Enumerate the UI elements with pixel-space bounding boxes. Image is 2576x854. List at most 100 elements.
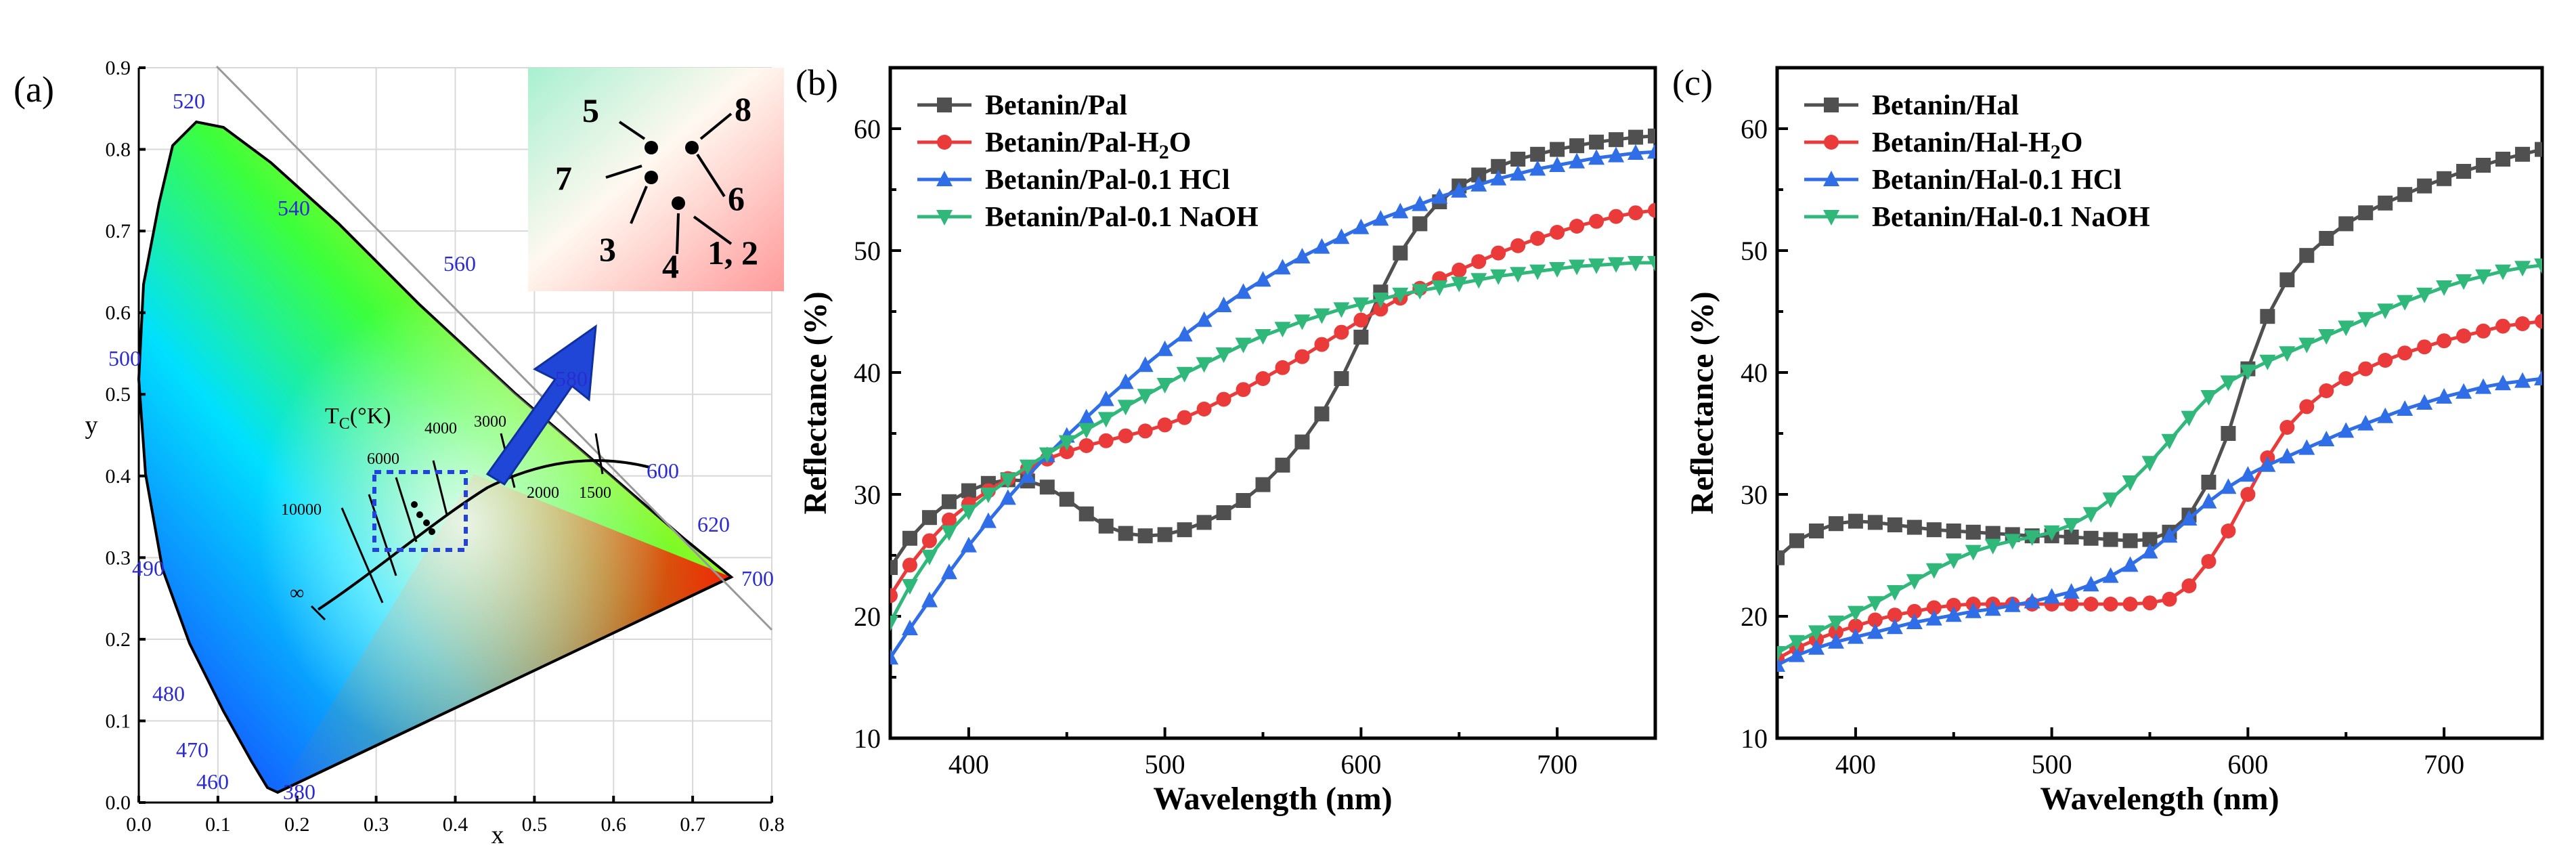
inset-label-4: 4 bbox=[662, 247, 679, 285]
cie-y-tick-label: 0.2 bbox=[106, 628, 131, 651]
chart-b-series-2-point bbox=[1353, 312, 1369, 328]
chart-b-series-4-point bbox=[1372, 293, 1389, 308]
chart-c-x-tick-label: 400 bbox=[1835, 749, 1876, 780]
chart-b-series-1-point bbox=[1236, 493, 1251, 508]
chart-b-series-2-point bbox=[1059, 444, 1074, 459]
chart-c-series-1-point bbox=[2299, 248, 2315, 263]
chart-c-y-tick-label: 30 bbox=[1741, 479, 1768, 510]
cct-label-10000: 10000 bbox=[281, 501, 322, 519]
chart-c-series-4-point bbox=[2181, 410, 2198, 427]
chart-b-series-4-point bbox=[1392, 287, 1409, 303]
chart-c-series-2-point bbox=[2181, 578, 2197, 593]
chart-b-series-2-point bbox=[1294, 349, 1310, 364]
wl-label-520: 520 bbox=[173, 89, 205, 113]
zoom-arrow bbox=[485, 324, 597, 486]
chart-c-series-4-point bbox=[1847, 605, 1864, 622]
chart-b-legend-marker bbox=[936, 210, 953, 226]
chart-c-series-1-point bbox=[2378, 195, 2393, 211]
chart-b-series-1-point bbox=[1334, 371, 1349, 386]
cie-y-tick-label: 0.6 bbox=[106, 302, 131, 324]
chart-b-series-3-point bbox=[1490, 169, 1507, 186]
chart-c-series-3-point bbox=[2357, 414, 2374, 431]
cie-x-tick-label: 0.2 bbox=[284, 813, 310, 836]
chart-c-series-4-point bbox=[2318, 329, 2335, 345]
chart-c-series-3-point bbox=[2259, 456, 2276, 472]
wl-label-470: 470 bbox=[176, 738, 209, 762]
chart-c-series-3-line bbox=[1777, 377, 2542, 667]
wl-label-600: 600 bbox=[647, 458, 679, 483]
chart-c-series-4-point bbox=[1788, 635, 1805, 651]
chart-c-series-2-point bbox=[2083, 597, 2099, 612]
chart-b-series-1-point bbox=[890, 560, 898, 575]
chart-b-series-1-point bbox=[1137, 528, 1153, 544]
chart-c-series-1-line bbox=[1777, 148, 2542, 559]
chart-c-legend-marker bbox=[1824, 98, 1839, 112]
chart-c-series-3-point bbox=[2220, 478, 2237, 494]
chart-c-series-2-point bbox=[2064, 597, 2079, 612]
cct-title: TC(°K) bbox=[325, 404, 391, 433]
chart-b-series-2-point bbox=[1275, 360, 1290, 375]
chart-b-series-1-point bbox=[1078, 506, 1094, 521]
chart-b-y-tick-label: 30 bbox=[854, 479, 881, 510]
chart-b-series-3-point bbox=[1353, 218, 1370, 234]
chart-b-series-1-point bbox=[1491, 158, 1506, 174]
cct-label-infinity: ∞ bbox=[290, 582, 304, 604]
chart-b-legend-label: Betanin/Pal-0.1 NaOH bbox=[985, 202, 1259, 233]
chart-c-series-2-point bbox=[2515, 316, 2531, 331]
chart-b-series-4-point bbox=[1039, 447, 1055, 463]
chart-c-series-4-point bbox=[2259, 354, 2276, 370]
chart-c-series-3-point bbox=[2495, 375, 2512, 391]
chart-c-series-4-point bbox=[1808, 625, 1825, 641]
chart-b-series-2-point bbox=[1216, 391, 1231, 407]
wl-label-490: 490 bbox=[132, 556, 165, 580]
chart-c-series-4-point bbox=[2122, 475, 2139, 491]
chart-b-series-4-point bbox=[1156, 378, 1173, 393]
chart-b-series-4-point bbox=[1176, 366, 1193, 383]
cct-label-6000: 6000 bbox=[367, 450, 399, 468]
chart-c-series-2-point bbox=[2358, 361, 2374, 377]
chart-b-series-1-point bbox=[1275, 457, 1290, 473]
wavelength-labels: 520 540 560 580 600 620 700 500 490 480 … bbox=[108, 89, 774, 804]
chart-c-series-2-point bbox=[2495, 318, 2511, 334]
chart-c-plot-frame bbox=[1775, 66, 2544, 740]
chart-b-series-4-point bbox=[1294, 314, 1311, 330]
cie-y-tick-label: 0.0 bbox=[106, 792, 131, 814]
chart-b-series-4-point bbox=[1569, 259, 1586, 276]
reflectance-chart-pal: (b) 400 500 600 700 10 20 30 40 50 60 Wavelength (… bbox=[795, 62, 1657, 817]
chart-b-series-1-point bbox=[1609, 132, 1624, 148]
chart-b-series-3-point bbox=[1470, 175, 1487, 192]
chart-b-series-4-point bbox=[890, 616, 898, 631]
chart-b-series-3-point bbox=[890, 649, 898, 665]
chart-b-series-1-point bbox=[1059, 492, 1074, 507]
chart-b-series-4-point bbox=[1117, 400, 1134, 416]
chart-c-legend-label: Betanin/Hal-0.1 HCl bbox=[1872, 165, 2122, 196]
chart-c-series-1-point bbox=[2535, 142, 2542, 157]
chart-c-series-2-point bbox=[2476, 323, 2491, 339]
chart-b-series-4-point bbox=[921, 549, 938, 565]
chart-b-series-3-point bbox=[960, 536, 977, 553]
chart-c-series-1-point bbox=[2279, 272, 2295, 288]
chart-b-series-3-point bbox=[921, 591, 938, 607]
chart-b-series-3-point bbox=[1549, 156, 1566, 172]
chart-b-series-2-point bbox=[1118, 428, 1133, 444]
chart-b-series-2-point bbox=[1510, 238, 1526, 253]
chart-b-legend-marker bbox=[937, 98, 952, 112]
chart-c-series-1-point bbox=[1848, 513, 1863, 529]
chart-c-legend-label: Betanin/Hal bbox=[1872, 90, 2019, 121]
chart-c-series-3-point bbox=[2534, 370, 2542, 385]
chart-c-series-4-point bbox=[2024, 530, 2040, 546]
chart-b-series-4-point bbox=[1490, 269, 1507, 285]
chart-c-series-4-point bbox=[2141, 456, 2158, 472]
chart-c-series-4-point bbox=[1906, 574, 1923, 590]
chart-c-y-tick-label: 10 bbox=[1741, 723, 1768, 754]
chart-c-series-2-point bbox=[2417, 339, 2432, 355]
chart-b-series-1-point bbox=[1471, 167, 1487, 183]
chart-b-series-4-point bbox=[1451, 276, 1468, 293]
chart-b-series-4-point bbox=[1647, 256, 1655, 272]
chart-c-series-3-point bbox=[1906, 614, 1923, 629]
chart-c-series-4-point bbox=[1886, 585, 1903, 601]
chart-c-legend: Betanin/HalBetanin/Hal-H2OBetanin/Hal-0.… bbox=[1804, 90, 2150, 233]
cct-label-2000: 2000 bbox=[527, 484, 559, 502]
cie-x-tick-label: 0.7 bbox=[680, 813, 705, 836]
chart-b-legend-marker bbox=[936, 171, 953, 186]
